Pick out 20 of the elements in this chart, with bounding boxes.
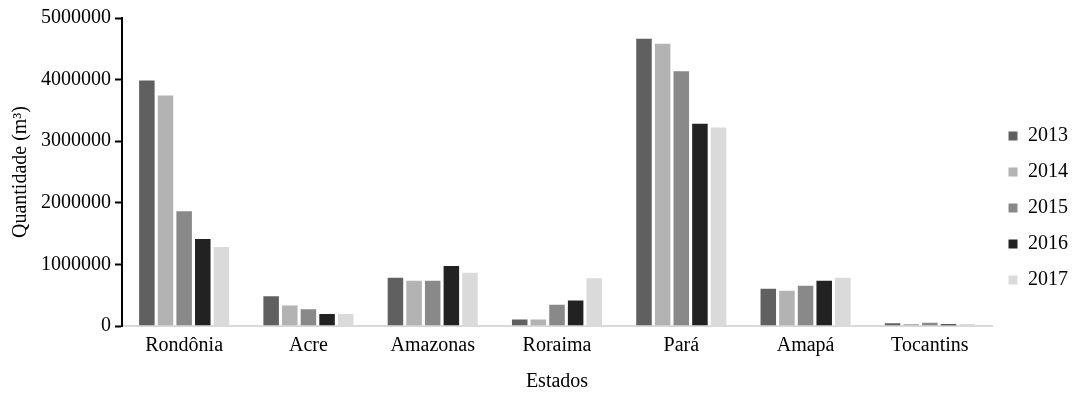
y-tick-label: 2000000 (41, 190, 111, 213)
x-tick-label: Amapá (776, 333, 835, 357)
y-tick-label: 0 (101, 313, 111, 336)
legend-label: 2015 (1028, 195, 1068, 218)
x-axis-title: Estados (525, 369, 589, 392)
x-tick-label: Rondônia (145, 333, 224, 356)
legend-label: 2017 (1028, 267, 1068, 290)
y-tick-label: 4000000 (41, 66, 111, 89)
legend-label: 2013 (1028, 123, 1068, 146)
y-tick-label: 5000000 (41, 5, 111, 28)
x-tick-label: Pará (663, 333, 700, 356)
y-tick-label: 1000000 (41, 251, 111, 274)
x-tick-label: Roraima (522, 333, 592, 356)
y-axis-title: Quantidade (m³) (8, 105, 32, 239)
x-tick-label: Tocantins (891, 333, 969, 356)
x-tick-label: Amazonas (390, 333, 476, 356)
legend-label: 2014 (1028, 159, 1068, 182)
x-tick-label: Acre (289, 333, 328, 356)
legend-label: 2016 (1028, 231, 1068, 254)
y-tick-label: 3000000 (41, 128, 111, 151)
